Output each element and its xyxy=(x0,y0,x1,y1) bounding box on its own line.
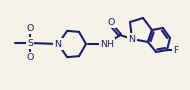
Text: O: O xyxy=(26,23,34,32)
Text: O: O xyxy=(107,17,115,26)
Text: F: F xyxy=(173,46,179,55)
Text: N: N xyxy=(55,40,62,49)
Text: O: O xyxy=(26,53,34,62)
Text: NH: NH xyxy=(100,40,114,49)
Text: S: S xyxy=(27,39,33,48)
Text: N: N xyxy=(128,34,135,43)
